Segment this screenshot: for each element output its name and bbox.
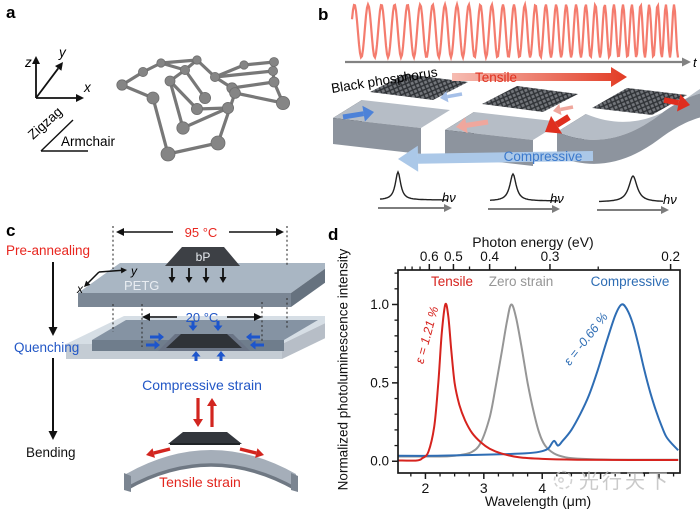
y-tick-label: 1.0 — [370, 297, 389, 312]
panel-c-fabrication-process: c Pre-annealing Quenching Bending 95 °C … — [6, 221, 325, 492]
top-tick-label: 0.3 — [541, 249, 560, 264]
petg-axis-y: y — [130, 264, 138, 278]
top-tick-label: 0.5 — [444, 249, 463, 264]
zigzag-direction-line — [40, 119, 74, 152]
axis-y-label: y — [58, 45, 67, 60]
mini-spectrum-peak — [599, 175, 664, 203]
slab-bent-tensile — [557, 88, 700, 164]
series-tensile — [397, 302, 679, 462]
mini-spectrum-peak — [379, 170, 448, 201]
pl-spectra-plot: 2 3 4 0.6 0.5 0.4 0.3 0.2 0.0 0.5 1.0 — [370, 249, 681, 496]
legend-tensile: Tensile — [430, 274, 474, 289]
y-tick-label: 0.0 — [370, 454, 389, 469]
panel-c-artwork — [66, 247, 325, 492]
bent-substrate — [124, 450, 298, 492]
bp-lattice-patch-1 — [370, 74, 468, 100]
series-compressive — [397, 303, 679, 457]
compressive-label: Compressive — [504, 149, 583, 164]
armchair-label: Armchair — [61, 134, 116, 149]
temp-high-label: 95 °C — [185, 225, 218, 240]
legend-zero-strain: Zero strain — [488, 274, 554, 289]
mini-spectrum-peak — [489, 172, 558, 202]
axis-z-label: z — [24, 55, 32, 70]
panel-a-label: a — [6, 3, 16, 22]
top-axis-title: Photon energy (eV) — [472, 234, 594, 250]
bp-flake-label: bP — [196, 250, 211, 264]
oscillating-wave — [350, 0, 680, 62]
panel-b-label: b — [318, 5, 328, 24]
bp-lattice-patch-2 — [482, 86, 578, 112]
plot-frame — [397, 269, 681, 474]
petg-substrate — [78, 263, 325, 307]
x-axis-title: Wavelength (μm) — [484, 493, 592, 509]
panel-b-strain-schematic: b t Black phosphorus Tensile Compressive… — [318, 0, 700, 214]
step-preannealing: Pre-annealing — [6, 243, 90, 258]
watermark: 光行天下 — [551, 463, 700, 495]
step-bending: Bending — [26, 445, 76, 460]
bp-lattice-patch-3 — [592, 88, 687, 115]
watermark-logo-icon — [553, 470, 573, 490]
axis-x-label: x — [83, 80, 92, 95]
y-tick-label: 0.5 — [370, 375, 389, 390]
chart-axes: 2 3 4 0.6 0.5 0.4 0.3 0.2 0.0 0.5 1.0 — [370, 249, 680, 496]
compressive-strain-label: Compressive strain — [142, 377, 262, 393]
x-tick-label: 2 — [422, 480, 430, 496]
panel-a-crystal-structure: a z y x Zigzag Armchair — [6, 3, 290, 162]
photon-energy-label-2: hν — [550, 191, 564, 206]
slab-flat-compressive — [333, 74, 468, 154]
petg-label: PETG — [124, 278, 159, 293]
legend-compressive: Compressive — [590, 274, 670, 289]
bp-flake-bent — [168, 432, 242, 444]
bp-lattice-drawing — [40, 55, 290, 162]
top-tick-label: 0.4 — [480, 249, 499, 264]
bp-flake-quenched — [166, 334, 242, 348]
top-tick-label: 0.6 — [420, 249, 439, 264]
y-axis-title: Normalized photoluminescence intensity — [335, 248, 351, 491]
step-quenching: Quenching — [14, 340, 79, 355]
zigzag-label: Zigzag — [25, 104, 65, 142]
bp-flake — [165, 247, 240, 266]
x-tick-label: 4 — [538, 480, 546, 496]
panel-b-artwork — [333, 0, 700, 214]
series-zero-strain — [397, 303, 679, 461]
temp-low-label: 20 °C — [186, 310, 219, 325]
lattice-atoms — [116, 55, 290, 162]
tensile-label: Tensile — [475, 70, 517, 85]
time-axis-label: t — [693, 55, 698, 70]
watermark-text: 光行天下 — [579, 470, 671, 493]
petg-axis-x: x — [76, 282, 84, 296]
panel-d-pl-spectra-chart: 2 3 4 0.6 0.5 0.4 0.3 0.2 0.0 0.5 1.0 d Photon ene… — [325, 222, 700, 514]
panel-d-label: d — [328, 225, 339, 244]
x-tick-label: 3 — [480, 480, 488, 496]
top-tick-label: 0.2 — [661, 249, 680, 264]
photon-energy-label-1: hν — [442, 190, 456, 205]
tensile-strain-label: Tensile strain — [159, 474, 241, 490]
photon-energy-label-3: hν — [663, 192, 677, 207]
panel-c-label: c — [6, 221, 15, 240]
